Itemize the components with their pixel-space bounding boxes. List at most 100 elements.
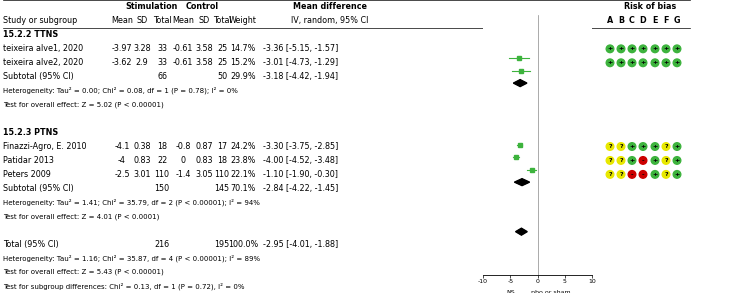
Text: Test for overall effect: Z = 5.43 (P < 0.00001): Test for overall effect: Z = 5.43 (P < 0… [3,269,164,275]
Text: A: A [607,16,613,25]
Text: 70.1%: 70.1% [231,184,255,193]
Circle shape [606,143,614,150]
Text: Heterogeneity: Tau² = 0.00; Chi² = 0.08, df = 1 (P = 0.78); I² = 0%: Heterogeneity: Tau² = 0.00; Chi² = 0.08,… [3,87,238,94]
Text: D: D [640,16,647,25]
Text: Heterogeneity: Tau² = 1.41; Chi² = 35.79, df = 2 (P < 0.00001); I² = 94%: Heterogeneity: Tau² = 1.41; Chi² = 35.79… [3,199,260,206]
Text: -: - [641,172,644,177]
Text: teixeira alve2, 2020: teixeira alve2, 2020 [3,58,83,67]
Text: -4.1: -4.1 [114,142,130,151]
Text: -4.00 [-4.52, -3.48]: -4.00 [-4.52, -3.48] [263,156,338,165]
Text: +: + [653,158,658,163]
Text: +: + [618,60,623,65]
Text: 0.38: 0.38 [133,142,151,151]
Text: -3.36 [-5.15, -1.57]: -3.36 [-5.15, -1.57] [263,44,339,53]
Text: +: + [653,144,658,149]
Text: 18: 18 [217,156,227,165]
Circle shape [673,157,681,164]
Polygon shape [516,228,527,235]
Text: 195: 195 [214,240,230,249]
Text: -3.01 [-4.73, -1.29]: -3.01 [-4.73, -1.29] [263,58,338,67]
Circle shape [617,171,625,178]
Text: Total (95% CI): Total (95% CI) [3,240,59,249]
Circle shape [639,45,647,53]
Text: -2.95 [-4.01, -1.88]: -2.95 [-4.01, -1.88] [263,240,338,249]
Text: Total: Total [213,16,231,25]
Circle shape [606,45,614,53]
Text: B: B [618,16,624,25]
Text: 66: 66 [157,72,167,81]
Text: 18: 18 [157,142,167,151]
Text: +: + [653,60,658,65]
Text: +: + [641,46,646,51]
Text: ?: ? [664,172,668,177]
Polygon shape [514,80,527,86]
Text: Subtotal (95% CI): Subtotal (95% CI) [3,72,74,81]
Text: +: + [663,46,668,51]
Text: Weight: Weight [229,16,257,25]
Circle shape [662,59,670,67]
Text: 145: 145 [215,184,230,193]
Text: 0.87: 0.87 [195,142,213,151]
Text: -1.4: -1.4 [175,170,191,179]
Text: IV, random, 95% CI: IV, random, 95% CI [291,16,369,25]
Text: -: - [631,172,633,177]
Text: 33: 33 [157,44,167,53]
Circle shape [673,45,681,53]
Text: 25: 25 [217,44,227,53]
Text: -1.10 [-1.90, -0.30]: -1.10 [-1.90, -0.30] [263,170,338,179]
Text: ?: ? [619,172,623,177]
Text: Test for overall effect: Z = 5.02 (P < 0.00001): Test for overall effect: Z = 5.02 (P < 0… [3,101,164,108]
Text: -0.61: -0.61 [173,44,193,53]
Circle shape [651,171,659,178]
Circle shape [628,45,636,53]
Circle shape [673,59,681,67]
Text: Heterogeneity: Tau² = 1.16; Chi² = 35.87, df = 4 (P < 0.00001); I² = 89%: Heterogeneity: Tau² = 1.16; Chi² = 35.87… [3,254,260,262]
Circle shape [662,171,670,178]
Text: Study or subgroup: Study or subgroup [3,16,77,25]
Circle shape [673,171,681,178]
Circle shape [617,45,625,53]
Text: F: F [663,16,668,25]
Text: -: - [641,158,644,163]
Circle shape [651,143,659,150]
Text: +: + [608,60,613,65]
Text: 0.83: 0.83 [133,156,151,165]
Text: ?: ? [608,158,612,163]
Text: Control: Control [185,2,219,11]
Text: +: + [629,60,635,65]
Circle shape [639,157,647,164]
Text: 3.28: 3.28 [133,44,151,53]
Circle shape [662,45,670,53]
Polygon shape [514,179,529,185]
Text: -4: -4 [118,156,126,165]
Text: Patidar 2013: Patidar 2013 [3,156,54,165]
Text: +: + [653,46,658,51]
Text: NS: NS [506,290,514,293]
Text: Peters 2009: Peters 2009 [3,170,51,179]
Text: +: + [641,144,646,149]
Text: 25: 25 [217,58,227,67]
Text: 216: 216 [155,240,170,249]
Text: -2.84 [-4.22, -1.45]: -2.84 [-4.22, -1.45] [263,184,339,193]
Circle shape [639,59,647,67]
Circle shape [628,143,636,150]
Text: +: + [674,172,680,177]
Text: -0.8: -0.8 [175,142,191,151]
Text: Total: Total [152,16,171,25]
Text: 23.8%: 23.8% [231,156,255,165]
Text: Mean: Mean [172,16,194,25]
Text: 3.58: 3.58 [195,44,213,53]
Text: Subtotal (95% CI): Subtotal (95% CI) [3,184,74,193]
Circle shape [628,157,636,164]
Circle shape [617,143,625,150]
Circle shape [651,45,659,53]
Text: ?: ? [664,144,668,149]
Text: SD: SD [198,16,210,25]
Text: +: + [674,158,680,163]
Text: Risk of bias: Risk of bias [624,2,676,11]
Circle shape [651,157,659,164]
Text: +: + [629,46,635,51]
Text: G: G [674,16,680,25]
Text: Stimulation: Stimulation [126,2,178,11]
Circle shape [628,171,636,178]
